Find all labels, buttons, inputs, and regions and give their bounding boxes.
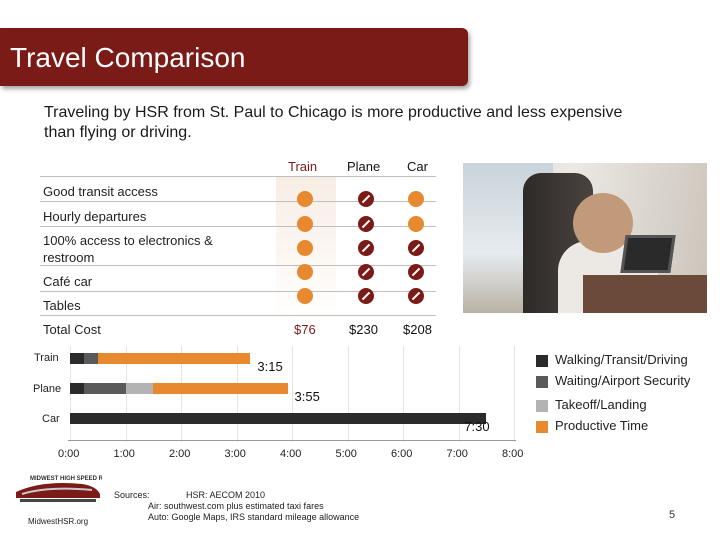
row-divider <box>40 176 436 177</box>
x-tick-label: 0:00 <box>58 448 80 460</box>
bar-segment <box>97 353 251 364</box>
bar-segment <box>83 353 98 364</box>
cost-car: $208 <box>403 322 432 337</box>
unavailable-icon <box>358 191 374 207</box>
midwest-hsr-logo: MIDWEST HIGH SPEED RAIL <box>12 472 113 506</box>
unavailable-icon <box>358 264 374 280</box>
total-cost-label: Total Cost <box>43 322 101 337</box>
row-divider <box>40 291 436 292</box>
title-bar: Travel Comparison <box>0 28 468 86</box>
grid-line <box>403 346 404 442</box>
x-tick-label: 2:00 <box>169 448 191 460</box>
legend-label: Productive Time <box>555 418 649 433</box>
cost-train: $76 <box>294 322 316 337</box>
source-hsr: HSR: AECOM 2010 <box>186 490 266 500</box>
x-tick-label: 7:00 <box>446 448 468 460</box>
available-dot-icon <box>297 240 313 256</box>
bar-segment <box>70 413 487 424</box>
row-divider <box>40 315 436 316</box>
x-tick-label: 1:00 <box>113 448 135 460</box>
category-label: Train <box>34 352 59 364</box>
x-tick-label: 6:00 <box>391 448 413 460</box>
unavailable-icon <box>408 240 424 256</box>
bar-segment <box>70 353 84 364</box>
x-axis-line <box>68 440 516 441</box>
column-header-plane: Plane <box>347 159 381 174</box>
legend-swatch <box>536 376 548 388</box>
cost-plane: $230 <box>349 322 378 337</box>
available-dot-icon <box>297 288 313 304</box>
x-tick-label: 5:00 <box>335 448 357 460</box>
source-auto: Auto: Google Maps, IRS standard mileage … <box>148 512 360 522</box>
available-dot-icon <box>297 264 313 280</box>
column-header-train: Train <box>288 159 318 174</box>
column-header-car: Car <box>407 159 428 174</box>
row-divider <box>40 201 436 202</box>
row-label: Good transit access <box>43 184 158 199</box>
legend-swatch <box>536 400 548 412</box>
row-label: Café car <box>43 274 93 289</box>
grid-line <box>125 346 127 442</box>
page-number: 5 <box>669 509 676 521</box>
category-label: Car <box>42 413 60 425</box>
bar-segment <box>83 383 126 394</box>
x-tick-label: 4:00 <box>280 448 302 460</box>
available-dot-icon <box>297 191 313 207</box>
unavailable-icon <box>408 288 424 304</box>
grid-line <box>458 346 460 442</box>
bar-segment <box>125 383 154 394</box>
source-air: Air: southwest.com plus estimated taxi f… <box>148 501 324 511</box>
logo-caption: MidwestHSR.org <box>28 517 89 526</box>
row-label: Hourly departures <box>43 209 147 224</box>
available-dot-icon <box>297 216 313 232</box>
unavailable-icon <box>358 216 374 232</box>
grid-line <box>514 346 515 442</box>
legend-swatch <box>536 355 548 367</box>
unavailable-icon <box>358 288 374 304</box>
row-divider <box>40 265 436 266</box>
total-time-label: 7:30 <box>464 419 490 434</box>
bar-segment <box>70 383 84 394</box>
photo-table <box>583 275 707 313</box>
grid-line <box>70 346 71 442</box>
grid-line <box>236 346 238 442</box>
sources-label: Sources: <box>114 490 150 500</box>
row-label: Tables <box>43 298 81 313</box>
x-tick-label: 8:00 <box>502 448 524 460</box>
photo-person-head <box>573 193 633 253</box>
row-divider <box>40 226 436 227</box>
slide-title: Travel Comparison <box>10 42 246 73</box>
legend-label: Waiting/Airport Security <box>555 373 691 388</box>
total-time-label: 3:55 <box>294 389 320 404</box>
grid-line <box>181 346 182 442</box>
svg-text:MIDWEST HIGH SPEED RAIL: MIDWEST HIGH SPEED RAIL <box>30 476 102 482</box>
unavailable-icon <box>408 264 424 280</box>
photo-laptop <box>620 235 676 273</box>
bar-segment <box>153 383 288 394</box>
grid-line <box>347 346 349 442</box>
total-time-label: 3:15 <box>257 359 283 374</box>
business-traveler-photo <box>463 163 707 313</box>
available-dot-icon <box>408 216 424 232</box>
legend-swatch <box>536 421 548 433</box>
sources-list: HSR: AECOM 2010 Air: southwest.com plus … <box>148 490 368 523</box>
legend-label: Walking/Transit/Driving <box>555 352 688 367</box>
x-tick-label: 3:00 <box>224 448 246 460</box>
category-label: Plane <box>33 383 62 395</box>
unavailable-icon <box>358 240 374 256</box>
row-label: 100% access to electronics & restroom <box>43 233 213 265</box>
grid-line <box>292 346 293 442</box>
available-dot-icon <box>408 191 424 207</box>
slide-subtitle: Traveling by HSR from St. Paul to Chicag… <box>44 104 623 141</box>
legend-label: Takeoff/Landing <box>555 397 647 412</box>
